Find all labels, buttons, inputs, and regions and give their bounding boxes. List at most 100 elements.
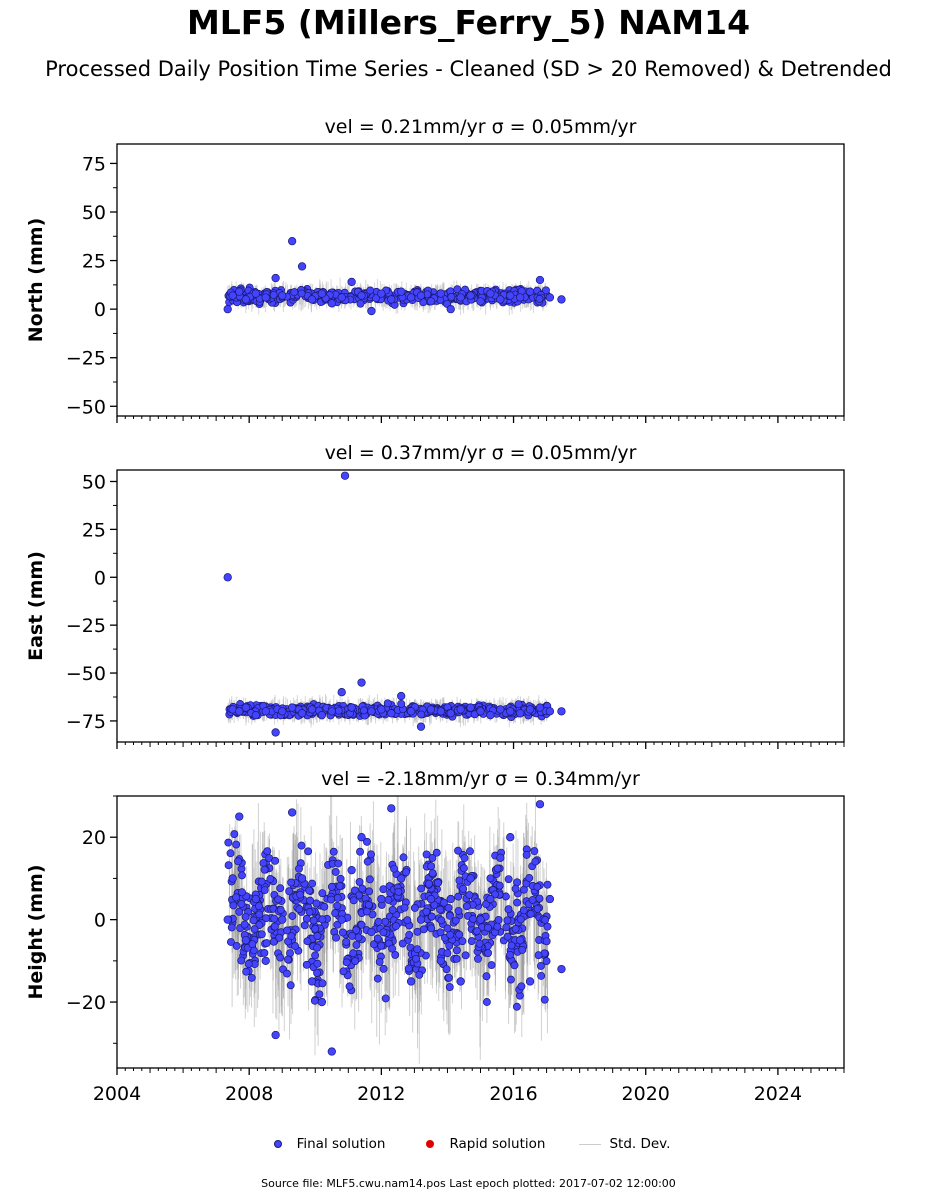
- cloud-point: [287, 878, 296, 887]
- cloud-point: [483, 923, 492, 932]
- data-point: [307, 705, 317, 714]
- data-point: [387, 804, 396, 813]
- cloud-point: [533, 904, 542, 913]
- cloud-point: [447, 293, 456, 301]
- cloud-point: [295, 864, 303, 873]
- cloud-point: [237, 900, 246, 908]
- cloud-point: [516, 915, 525, 924]
- data-point: [516, 936, 525, 945]
- cloud-point: [232, 941, 241, 950]
- data-point: [287, 703, 297, 712]
- cloud-point: [309, 916, 318, 925]
- cloud-point: [349, 949, 358, 958]
- x-tick-label: 2008: [225, 1083, 273, 1105]
- cloud-point: [345, 982, 354, 991]
- cloud-point: [427, 912, 436, 921]
- data-point: [486, 894, 495, 904]
- data-point: [516, 293, 525, 302]
- final-solution-marker-icon: [267, 1137, 289, 1151]
- panel-title-0: vel = 0.21mm/yr σ = 0.05mm/yr: [325, 116, 637, 138]
- cloud-point: [352, 940, 361, 949]
- data-point: [337, 688, 346, 697]
- cloud-point: [356, 299, 365, 308]
- y-tick-label: 50: [82, 471, 106, 493]
- cloud-point: [394, 887, 403, 896]
- y-axis-label-0: North (mm): [25, 218, 47, 343]
- cloud-point: [417, 884, 426, 893]
- data-point: [446, 709, 455, 718]
- cloud-point: [507, 941, 516, 950]
- cloud-point: [502, 923, 511, 932]
- cloud-point: [427, 924, 436, 933]
- cloud-point: [275, 933, 284, 942]
- cloud-point: [400, 903, 409, 912]
- cloud-point: [313, 932, 322, 940]
- cloud-point: [333, 893, 342, 902]
- data-point: [535, 703, 545, 712]
- cloud-point: [351, 957, 360, 966]
- data-point: [397, 287, 406, 296]
- cloud-point: [331, 909, 340, 918]
- data-point: [496, 853, 505, 862]
- cloud-point: [318, 979, 327, 988]
- data-point: [340, 471, 350, 480]
- cloud-point: [313, 943, 322, 952]
- cloud-point: [308, 879, 317, 888]
- data-point: [327, 299, 336, 308]
- panel-title-1: vel = 0.37mm/yr σ = 0.05mm/yr: [325, 442, 637, 464]
- data-point: [557, 707, 566, 716]
- cloud-point: [270, 914, 279, 923]
- cloud-point: [436, 905, 445, 914]
- cloud-point: [482, 900, 491, 909]
- data-point: [357, 833, 366, 842]
- x-tick-label: 2024: [754, 1083, 802, 1105]
- cloud-point: [329, 847, 338, 856]
- cloud-point: [327, 895, 336, 904]
- cloud-point: [455, 930, 464, 939]
- y-tick-label: −75: [66, 711, 106, 733]
- cloud-point: [234, 857, 243, 866]
- data-point: [223, 304, 232, 314]
- cloud-point: [356, 847, 364, 856]
- data-point: [251, 289, 260, 298]
- data-point: [506, 291, 515, 300]
- data-point: [545, 293, 555, 302]
- cloud-point: [373, 934, 382, 943]
- x-tick-label: 2004: [93, 1083, 141, 1105]
- data-point: [416, 722, 426, 731]
- data-point: [261, 956, 270, 965]
- legend-item-final: Final solution: [267, 1136, 385, 1152]
- cloud-point: [238, 888, 246, 897]
- data-point: [486, 711, 495, 720]
- cloud-point: [410, 904, 419, 912]
- cloud-point: [266, 875, 275, 883]
- y-tick-label: −20: [66, 992, 106, 1014]
- data-point: [377, 289, 386, 298]
- cloud-point: [242, 967, 251, 976]
- data-point: [406, 977, 416, 986]
- cloud-point: [484, 949, 493, 958]
- cloud-point: [247, 973, 256, 982]
- data-point: [397, 874, 406, 883]
- cloud-point: [443, 949, 452, 958]
- data-point: [557, 295, 566, 304]
- cloud-point: [320, 902, 329, 911]
- cloud-point: [305, 908, 314, 916]
- cloud-point: [240, 920, 249, 929]
- y-tick-label: 25: [82, 251, 106, 273]
- cloud-point: [422, 850, 431, 859]
- cloud-point: [310, 996, 319, 1005]
- cloud-point: [452, 954, 461, 963]
- cloud-point: [381, 994, 390, 1003]
- cloud-point: [535, 294, 544, 303]
- cloud-point: [300, 921, 309, 930]
- data-point: [327, 1047, 336, 1056]
- cloud-point: [392, 922, 400, 931]
- data-point: [496, 705, 505, 714]
- cloud-point: [355, 877, 364, 886]
- data-point: [486, 289, 495, 298]
- cloud-point: [286, 981, 295, 990]
- cloud-point: [388, 944, 397, 953]
- data-point: [377, 705, 386, 714]
- cloud-point: [357, 920, 366, 929]
